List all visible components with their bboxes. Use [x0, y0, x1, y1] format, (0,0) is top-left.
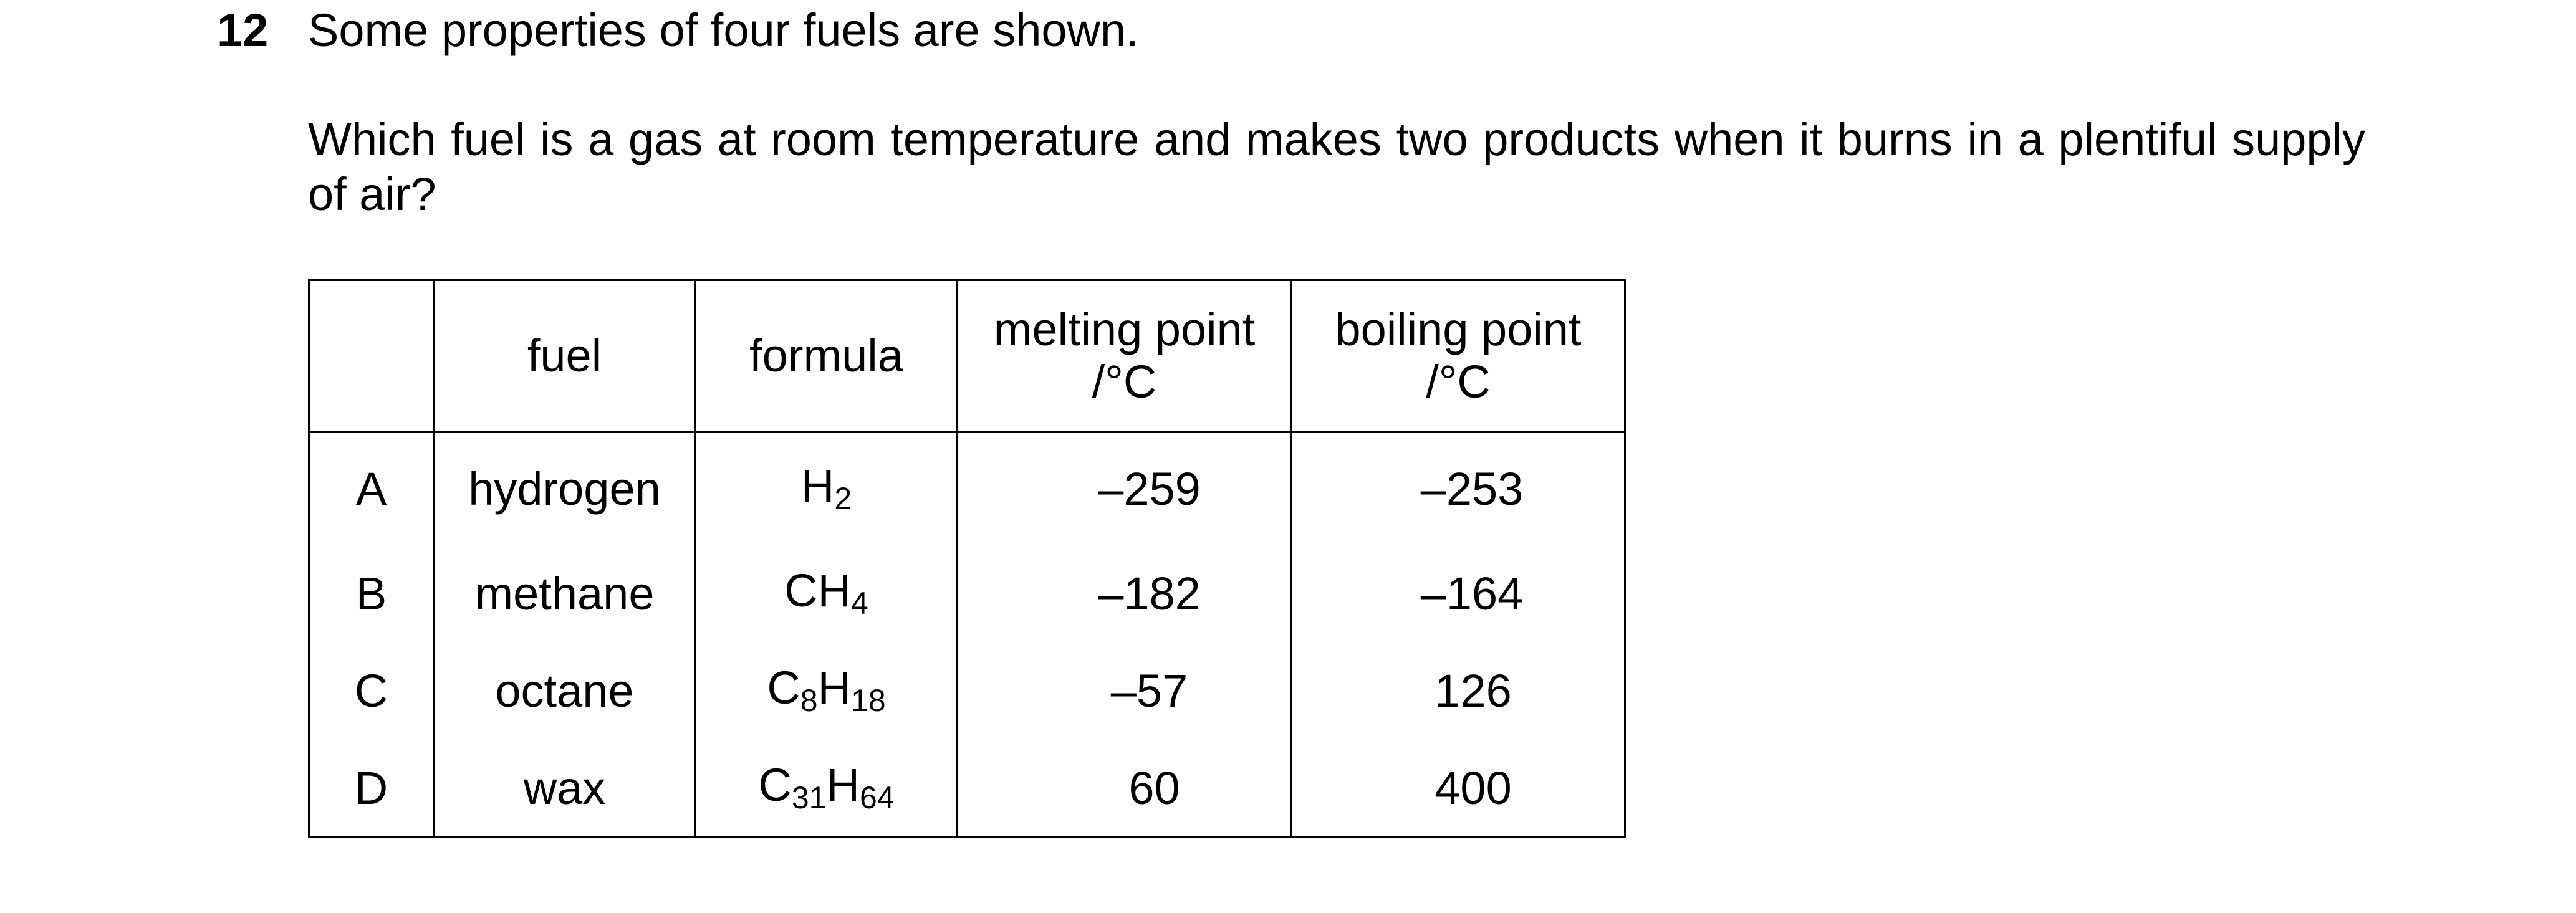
melting-point-cell: –259 [956, 431, 1292, 545]
melting-point-value: 60 [1128, 762, 1180, 814]
boiling-point-value: –253 [1420, 462, 1524, 515]
boiling-point-cell: –253 [1290, 431, 1626, 545]
header-fuel: fuel [433, 279, 696, 433]
boiling-point-value: 126 [1435, 664, 1512, 717]
formula-element: C [767, 662, 800, 714]
formula-element: H [800, 460, 835, 512]
option-letter: D [308, 739, 435, 838]
header-boiling-point-label: boiling point [1335, 304, 1582, 355]
formula-subscript: 8 [800, 683, 818, 718]
table-header-row: fuel formula melting point /°C boiling p… [308, 279, 1626, 433]
melting-point-cell: –57 [956, 642, 1292, 739]
fuel-formula: H2 [694, 431, 958, 545]
question-prompt: Which fuel is a gas at room temperature … [308, 113, 2365, 220]
melting-point-cell: 60 [956, 739, 1292, 838]
header-formula: formula [694, 279, 958, 433]
fuel-name: hydrogen [433, 431, 696, 545]
formula-subscript: 4 [851, 586, 868, 621]
header-melting-point: melting point /°C [956, 279, 1292, 433]
option-letter: C [308, 642, 435, 739]
fuel-name: wax [433, 739, 696, 838]
fuel-name: octane [433, 642, 696, 739]
boiling-point-cell: –164 [1290, 545, 1626, 642]
formula-subscript: 64 [859, 780, 895, 815]
question-number: 12 [217, 4, 269, 56]
boiling-point-cell: 400 [1290, 739, 1626, 838]
formula-subscript: 31 [791, 780, 827, 815]
melting-point-value: –259 [1098, 462, 1201, 515]
header-boiling-point: boiling point /°C [1290, 279, 1626, 433]
fuel-formula: C31H64 [694, 739, 958, 838]
formula-subscript: 18 [851, 683, 886, 718]
boiling-point-value: –164 [1420, 567, 1524, 619]
fuel-formula: C8H18 [694, 642, 958, 739]
header-letter [308, 279, 435, 433]
fuel-properties-table: fuel formula melting point /°C boiling p… [308, 279, 1626, 838]
fuel-name: methane [433, 545, 696, 642]
formula-subscript: 2 [834, 481, 852, 516]
melting-point-value: –182 [1098, 567, 1201, 619]
header-boiling-point-unit: /°C [1426, 356, 1491, 408]
header-melting-point-unit: /°C [1092, 356, 1157, 408]
formula-element: H [817, 662, 852, 714]
header-melting-point-label: melting point [993, 304, 1256, 355]
option-letter: B [308, 545, 435, 642]
boiling-point-cell: 126 [1290, 642, 1626, 739]
melting-point-cell: –182 [956, 545, 1292, 642]
question-intro: Some properties of four fuels are shown. [308, 4, 1139, 56]
formula-element: CH [784, 565, 852, 616]
boiling-point-value: 400 [1435, 762, 1512, 814]
melting-point-value: –57 [1110, 664, 1188, 717]
formula-element: H [826, 759, 860, 811]
fuel-formula: CH4 [694, 545, 958, 642]
option-letter: A [308, 431, 435, 545]
formula-element: C [758, 759, 792, 811]
